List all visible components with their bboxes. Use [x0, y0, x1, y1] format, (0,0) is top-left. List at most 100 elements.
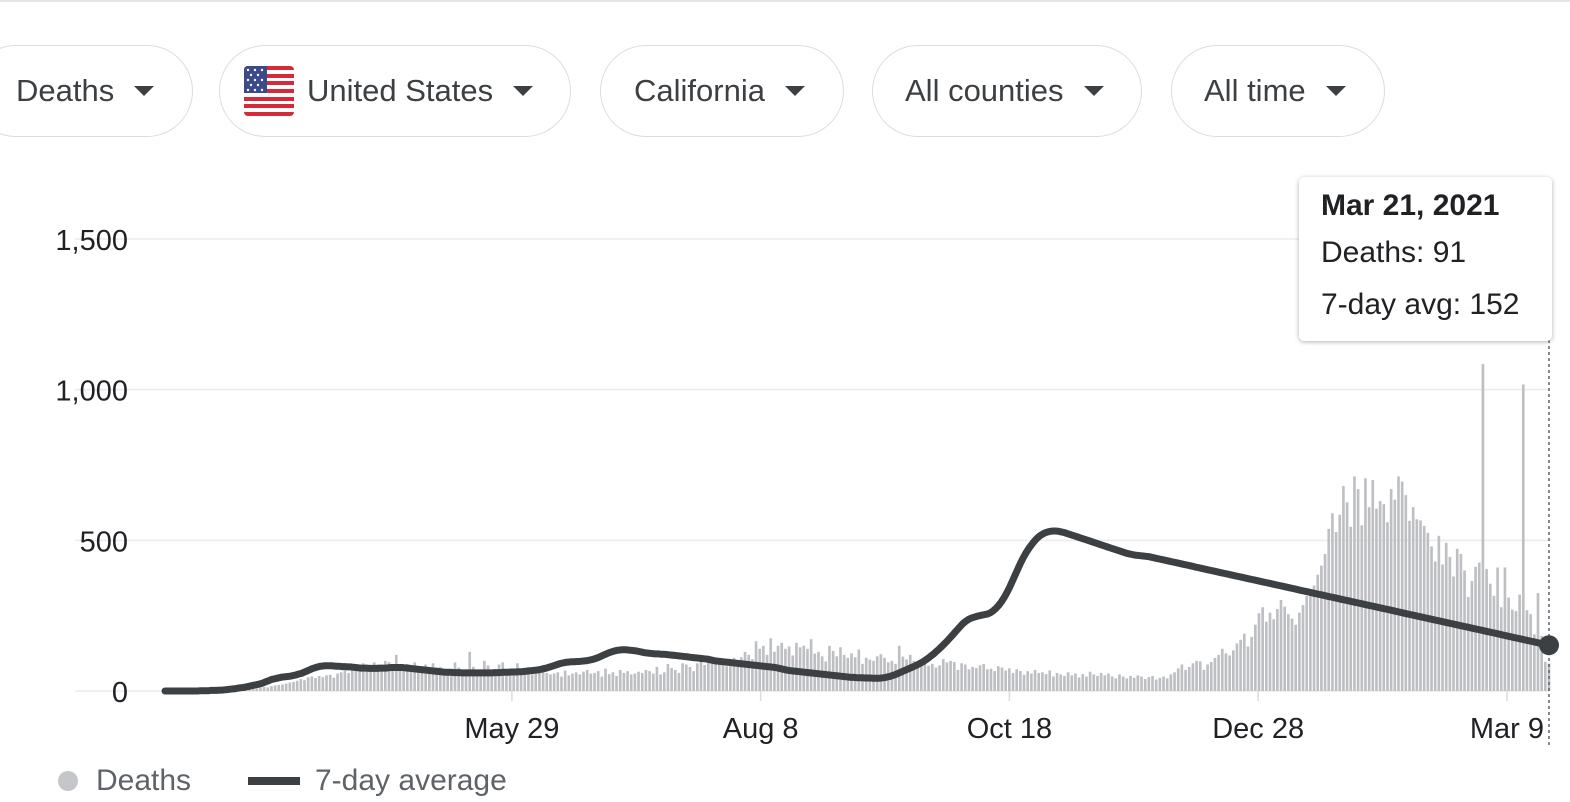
death-bar: [464, 669, 468, 691]
x-tick-label: May 29: [464, 713, 559, 745]
legend-deaths[interactable]: Deaths: [58, 760, 191, 802]
death-bar: [732, 657, 736, 691]
death-bar: [545, 672, 549, 691]
death-bar: [1529, 614, 1532, 691]
death-bar: [560, 676, 563, 691]
death-bar: [651, 673, 655, 691]
death-bar: [765, 654, 769, 691]
death-bar: [1492, 595, 1496, 691]
death-bar: [677, 672, 681, 691]
death-bar: [974, 668, 978, 691]
death-bar: [1444, 542, 1448, 691]
death-bar: [905, 659, 908, 691]
death-bar: [1466, 596, 1470, 691]
death-bar: [912, 660, 916, 691]
death-bar: [960, 663, 963, 691]
death-bar: [1136, 675, 1140, 691]
tooltip-date: Mar 21, 2021: [1321, 189, 1500, 222]
death-bar: [266, 687, 270, 691]
death-bar: [1371, 480, 1375, 691]
death-bar: [1437, 535, 1441, 691]
death-bar: [1022, 674, 1026, 691]
death-bar: [383, 660, 387, 691]
death-bar: [416, 669, 420, 691]
death-bar: [1544, 661, 1547, 691]
death-bar: [1209, 662, 1213, 691]
death-bar: [607, 674, 611, 691]
legend-average-label: 7-day average: [315, 764, 507, 797]
country-dropdown[interactable]: United States: [219, 45, 572, 137]
chevron-down-icon: [784, 86, 805, 96]
death-bar: [303, 680, 306, 691]
death-bar: [497, 664, 501, 691]
death-bar: [710, 659, 714, 691]
death-bar: [508, 670, 512, 691]
death-bar: [567, 675, 571, 691]
hover-point: [1539, 635, 1559, 656]
tooltip-deaths: Deaths: 91: [1321, 236, 1467, 269]
death-bar: [453, 662, 457, 691]
death-bar: [684, 664, 688, 691]
death-bar: [662, 672, 666, 691]
death-bar: [699, 657, 703, 691]
filter-bar: Deaths: [0, 0, 1570, 180]
time-range-dropdown[interactable]: All time: [1171, 45, 1385, 137]
death-bar: [659, 674, 662, 691]
legend-average[interactable]: 7-day average: [248, 760, 507, 802]
death-bar: [1455, 548, 1459, 691]
death-bar: [1331, 513, 1334, 691]
death-bar: [1048, 670, 1052, 691]
death-bar: [927, 665, 930, 691]
death-bar: [1338, 514, 1342, 691]
death-bar: [1110, 676, 1114, 691]
death-bar: [1092, 674, 1096, 691]
death-bar: [615, 675, 618, 691]
death-bar: [571, 673, 574, 691]
death-bar: [1246, 646, 1250, 691]
death-bar: [1055, 672, 1059, 691]
death-bar: [923, 657, 927, 691]
death-bar: [1011, 672, 1015, 691]
y-axis-ticks: 0 500 1,000 1,500: [55, 225, 128, 709]
death-bar: [439, 666, 442, 691]
death-bar: [376, 664, 380, 691]
death-bar: [1496, 567, 1499, 691]
death-bar: [505, 672, 508, 691]
counties-dropdown[interactable]: All counties: [872, 45, 1142, 137]
death-bar: [1261, 607, 1264, 691]
x-tick-label: Mar 9: [1470, 713, 1544, 745]
death-bar: [949, 660, 952, 691]
death-bar: [1367, 507, 1371, 691]
death-bar: [398, 666, 402, 691]
chevron-down-icon: [134, 86, 155, 96]
death-bar: [1309, 590, 1312, 691]
death-bar: [743, 651, 747, 691]
death-bar: [361, 663, 365, 691]
death-bar: [1378, 501, 1382, 691]
death-bar: [919, 665, 923, 691]
death-bar: [945, 662, 949, 691]
death-bar: [1026, 671, 1030, 691]
country-dropdown-label: United States: [307, 73, 494, 108]
death-bar: [1162, 676, 1165, 691]
death-bar: [1268, 612, 1272, 691]
death-bar: [1514, 611, 1518, 691]
y-tick-label: 0: [112, 677, 128, 709]
death-bar: [281, 684, 284, 691]
death-bar: [527, 666, 530, 691]
death-bar: [648, 671, 651, 691]
death-bar: [802, 645, 806, 691]
death-bar: [248, 689, 251, 691]
death-bar: [1334, 531, 1338, 691]
death-bar: [857, 649, 861, 691]
region-dropdown[interactable]: California: [600, 45, 844, 137]
death-bar: [1195, 660, 1198, 691]
death-bar: [1349, 526, 1353, 691]
death-bar: [1187, 666, 1191, 691]
death-bar: [1147, 677, 1151, 691]
death-bar: [1525, 610, 1529, 691]
metric-dropdown[interactable]: Deaths: [0, 45, 194, 137]
death-bar: [1499, 607, 1503, 691]
death-bar: [288, 682, 292, 691]
